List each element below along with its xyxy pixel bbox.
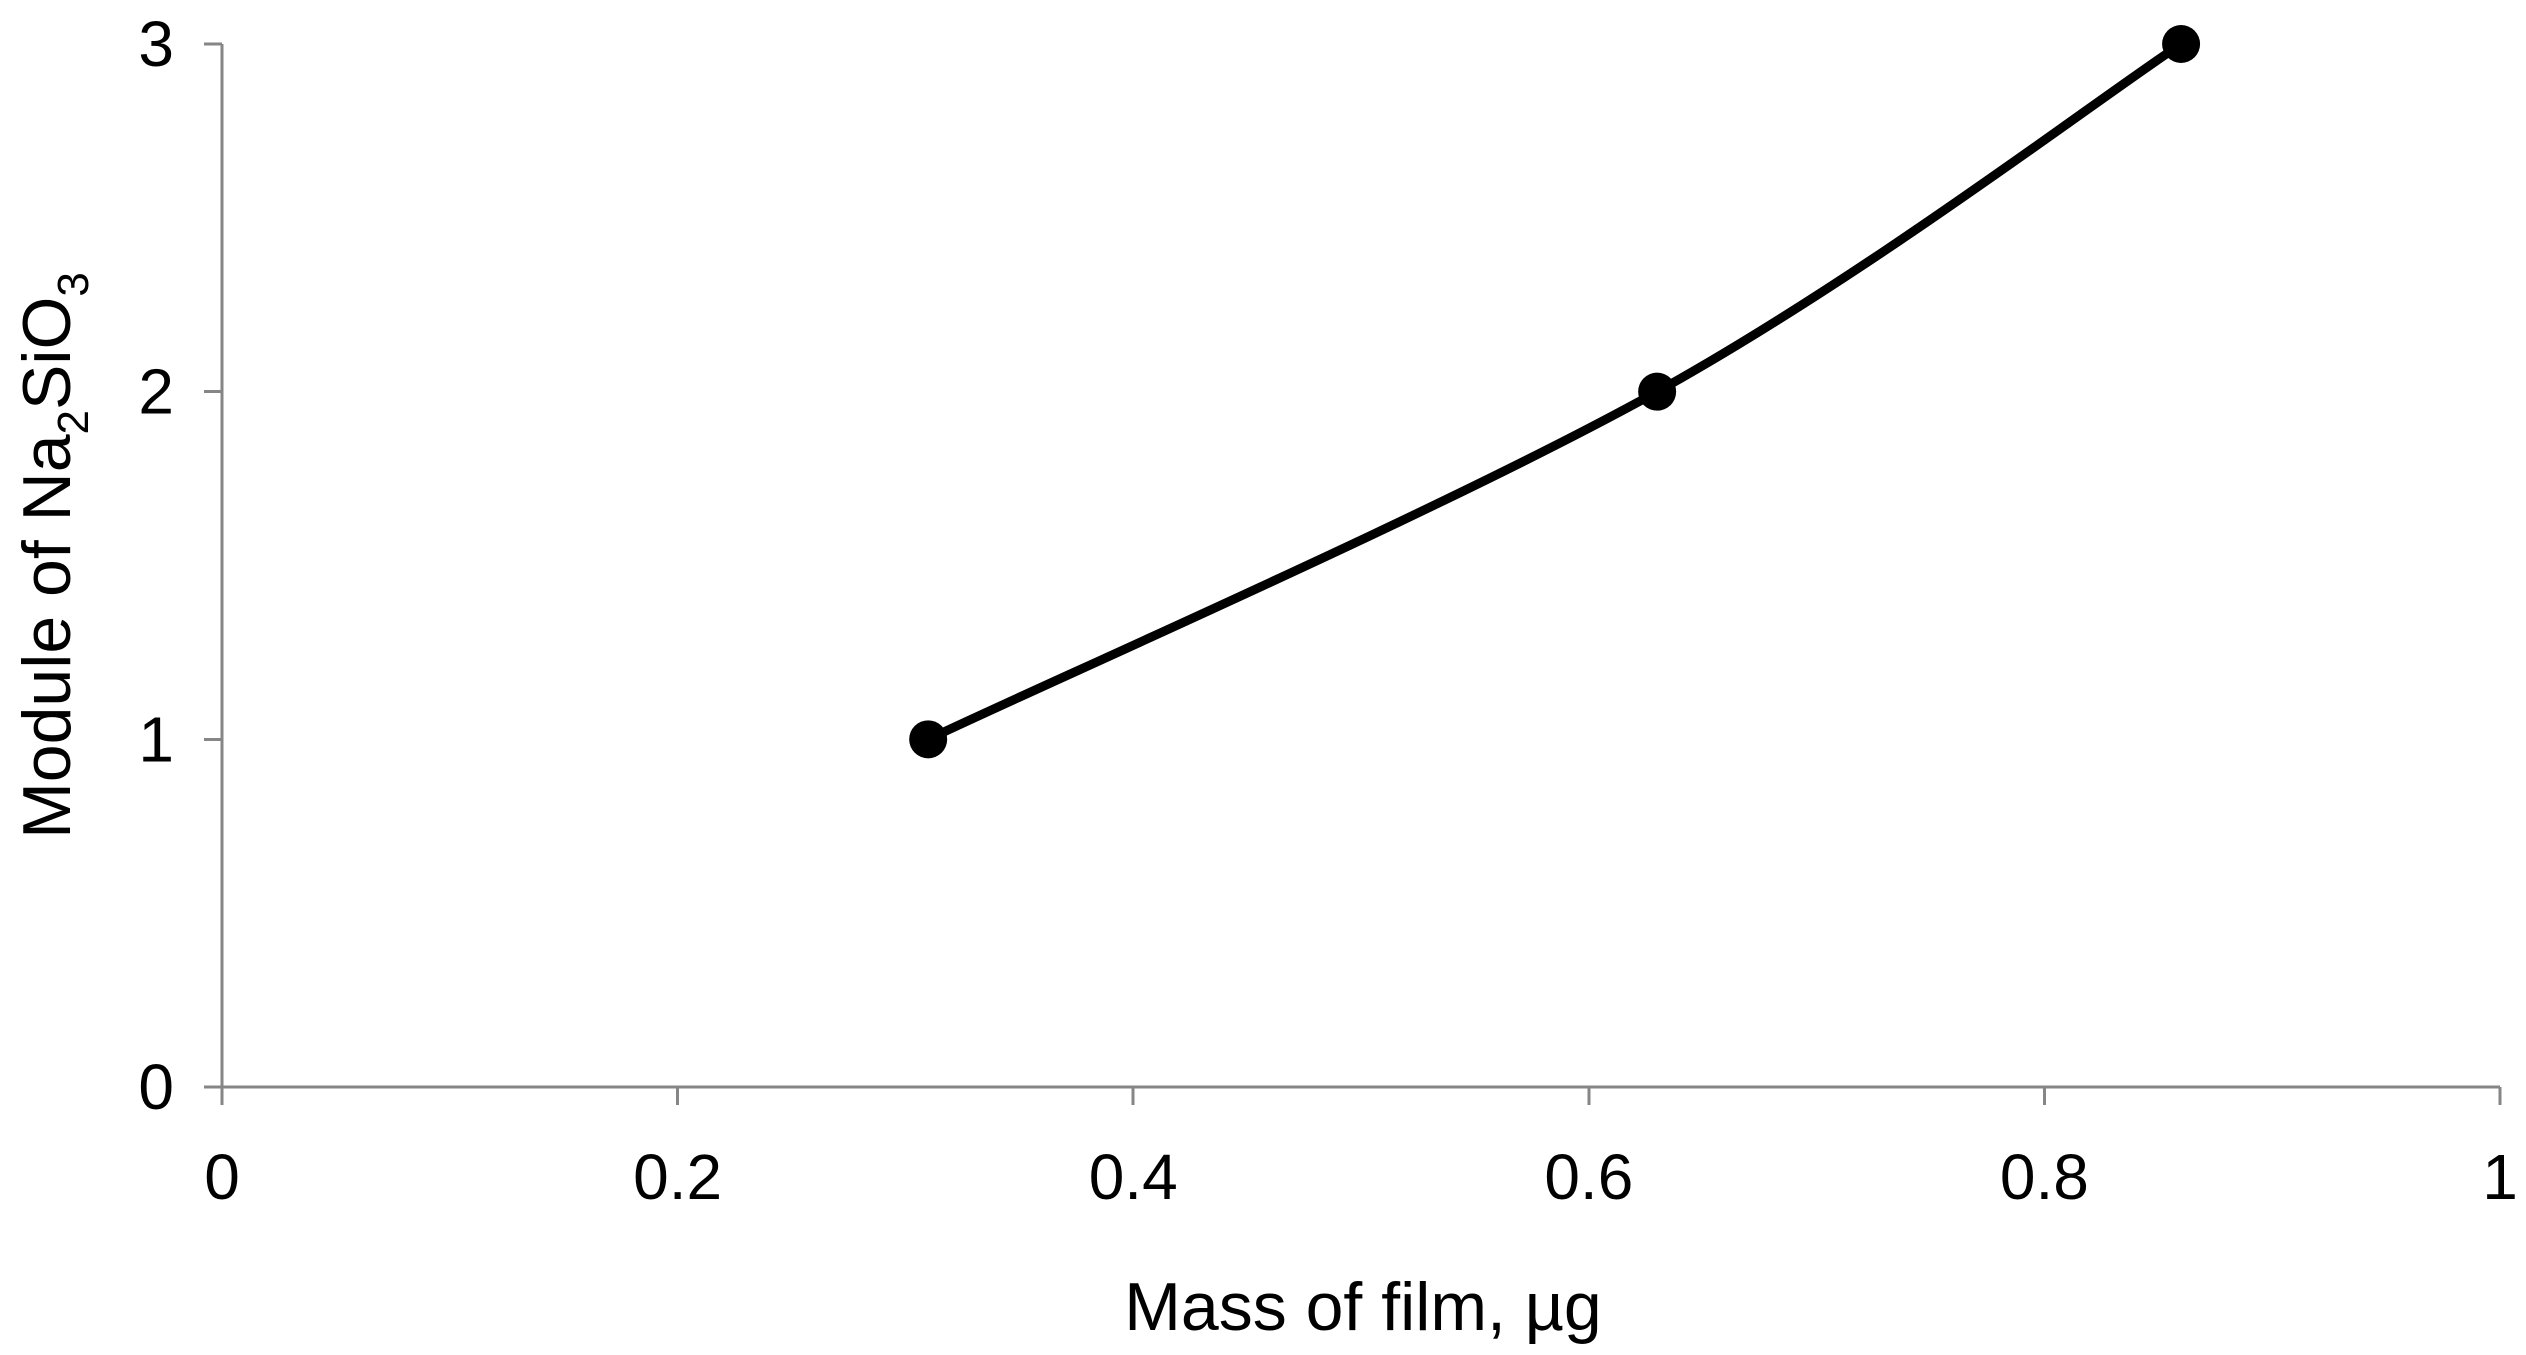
- y-tick-label: 3: [138, 8, 174, 80]
- x-tick-label: 1: [2482, 1141, 2518, 1213]
- data-point: [2162, 25, 2201, 63]
- x-tick-label: 0.4: [1089, 1141, 1178, 1213]
- x-tick-label: 0.2: [633, 1141, 722, 1213]
- plot-area: 0 1 2 3 0 0.2 0.4 0.6 0.8 1: [138, 8, 2517, 1213]
- axes: [220, 44, 2500, 1089]
- y-axis-title-mid: SiO: [9, 297, 85, 410]
- x-axis-ticks: 0 0.2 0.4 0.6 0.8 1: [204, 1087, 2518, 1213]
- series-layer: [909, 25, 2201, 759]
- data-point: [909, 720, 948, 759]
- y-tick-label: 2: [138, 356, 174, 428]
- x-tick-label: 0.6: [1544, 1141, 1633, 1213]
- x-axis-title: Mass of film, µg: [1124, 1269, 1602, 1345]
- data-point: [1638, 372, 1677, 411]
- x-tick-label: 0: [204, 1141, 240, 1213]
- x-tick-label: 0.8: [2000, 1141, 2089, 1213]
- series-line: [923, 39, 2186, 744]
- y-axis-ticks: 0 1 2 3: [138, 8, 222, 1123]
- y-tick-label: 1: [138, 703, 174, 775]
- y-tick-label: 0: [138, 1051, 174, 1123]
- y-axis-title-sub1: 2: [49, 410, 98, 434]
- y-axis-title: Module of Na2SiO3: [9, 272, 98, 839]
- y-axis-title-sub2: 3: [49, 272, 98, 296]
- y-axis-title-prefix: Module of Na: [9, 434, 85, 839]
